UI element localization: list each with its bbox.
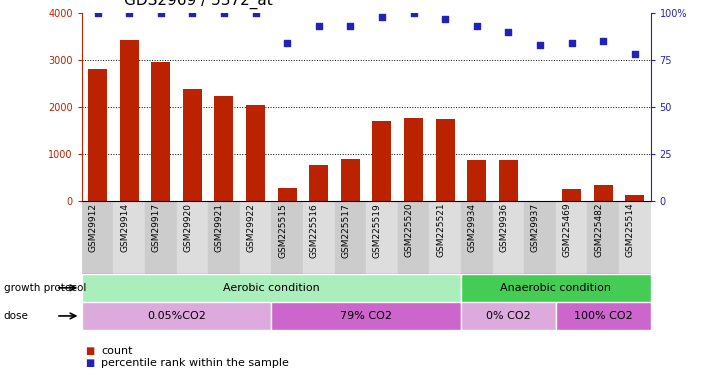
Point: [124, 10, 135, 16]
Text: GSM225515: GSM225515: [278, 203, 287, 258]
Bar: [215, 96, 233, 201]
Bar: [341, 159, 360, 201]
Bar: [88, 69, 107, 201]
Bar: [461, 302, 556, 330]
Text: percentile rank within the sample: percentile rank within the sample: [101, 358, 289, 368]
Bar: [493, 201, 524, 274]
Point: [92, 10, 103, 16]
Bar: [594, 185, 613, 201]
Bar: [246, 105, 265, 201]
Point: [155, 10, 166, 16]
Text: GSM225517: GSM225517: [341, 203, 351, 258]
Point: [187, 10, 198, 16]
Bar: [397, 201, 429, 274]
Bar: [145, 201, 176, 274]
Bar: [461, 274, 651, 302]
Bar: [82, 201, 113, 274]
Bar: [183, 89, 202, 201]
Text: dose: dose: [4, 311, 28, 321]
Point: [597, 38, 609, 44]
Text: GSM29934: GSM29934: [468, 203, 477, 252]
Bar: [366, 201, 397, 274]
Text: GSM29937: GSM29937: [531, 203, 540, 252]
Text: Aerobic condition: Aerobic condition: [223, 283, 320, 293]
Point: [313, 23, 324, 29]
Bar: [499, 160, 518, 201]
Bar: [373, 121, 392, 201]
Text: GSM225469: GSM225469: [562, 203, 572, 258]
Text: ■: ■: [85, 358, 95, 368]
Text: GSM29917: GSM29917: [151, 203, 161, 252]
Text: Anaerobic condition: Anaerobic condition: [501, 283, 611, 293]
Bar: [82, 302, 272, 330]
Point: [471, 23, 483, 29]
Bar: [556, 302, 651, 330]
Text: 100% CO2: 100% CO2: [574, 311, 633, 321]
Point: [534, 42, 545, 48]
Point: [503, 29, 514, 35]
Bar: [587, 201, 619, 274]
Bar: [429, 201, 461, 274]
Text: GSM225514: GSM225514: [626, 203, 635, 258]
Bar: [467, 160, 486, 201]
Text: GDS2969 / 5372_at: GDS2969 / 5372_at: [124, 0, 273, 9]
Text: 79% CO2: 79% CO2: [340, 311, 392, 321]
Text: GSM225519: GSM225519: [373, 203, 382, 258]
Bar: [176, 201, 208, 274]
Text: count: count: [101, 346, 132, 355]
Bar: [119, 40, 139, 201]
Bar: [524, 201, 556, 274]
Bar: [240, 201, 272, 274]
Text: GSM29921: GSM29921: [215, 203, 224, 252]
Bar: [335, 201, 366, 274]
Bar: [404, 118, 423, 201]
Text: GSM29912: GSM29912: [89, 203, 97, 252]
Bar: [562, 189, 581, 201]
Text: GSM225521: GSM225521: [436, 203, 445, 258]
Bar: [303, 201, 335, 274]
Text: 0.05%CO2: 0.05%CO2: [147, 311, 206, 321]
Bar: [625, 195, 644, 201]
Point: [376, 14, 387, 20]
Text: 0% CO2: 0% CO2: [486, 311, 530, 321]
Point: [282, 40, 293, 46]
Point: [250, 10, 261, 16]
Bar: [278, 188, 296, 201]
Text: GSM225520: GSM225520: [405, 203, 414, 258]
Point: [629, 51, 641, 57]
Text: GSM29914: GSM29914: [120, 203, 129, 252]
Bar: [272, 201, 303, 274]
Bar: [151, 62, 170, 201]
Point: [408, 10, 419, 16]
Bar: [436, 118, 454, 201]
Point: [439, 16, 451, 22]
Bar: [461, 201, 493, 274]
Bar: [619, 201, 651, 274]
Text: GSM29920: GSM29920: [183, 203, 193, 252]
Bar: [272, 302, 461, 330]
Text: ■: ■: [85, 346, 95, 355]
Point: [345, 23, 356, 29]
Bar: [208, 201, 240, 274]
Text: GSM29936: GSM29936: [499, 203, 508, 252]
Text: GSM225482: GSM225482: [594, 203, 603, 257]
Bar: [309, 165, 328, 201]
Text: growth protocol: growth protocol: [4, 283, 86, 293]
Text: GSM29922: GSM29922: [247, 203, 255, 252]
Bar: [556, 201, 587, 274]
Point: [218, 10, 230, 16]
Bar: [113, 201, 145, 274]
Point: [566, 40, 577, 46]
Text: GSM225516: GSM225516: [310, 203, 319, 258]
Bar: [82, 274, 461, 302]
